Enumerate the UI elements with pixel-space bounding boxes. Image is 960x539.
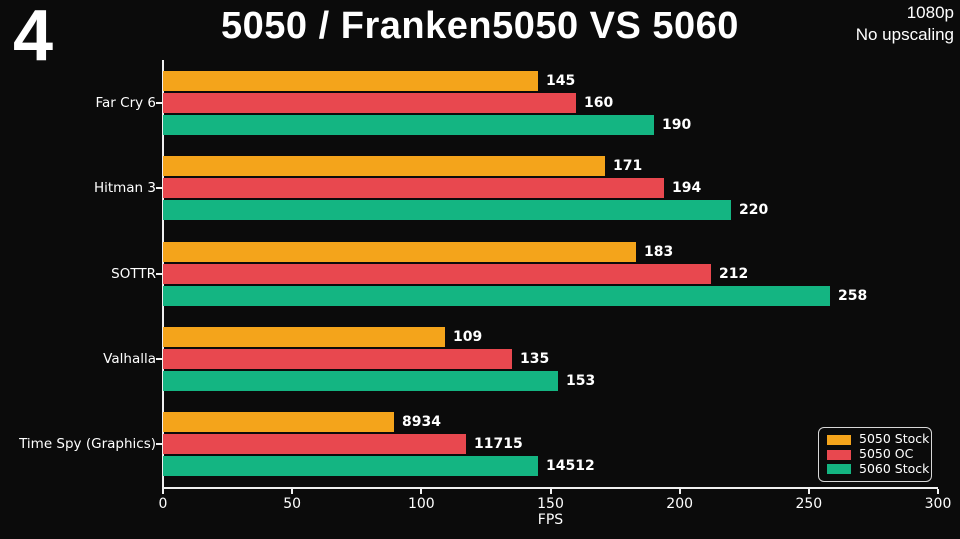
category-label-time-spy-graphics: Time Spy (Graphics) [19, 436, 156, 453]
legend-label-5050-oc: 5050 OC [859, 446, 914, 462]
bar-valhalla-5050-stock [163, 327, 445, 347]
bar-value-valhalla-5060-stock: 153 [566, 373, 596, 389]
x-tick-label-50: 50 [283, 496, 302, 512]
bar-value-far-cry-6-5050-stock: 145 [546, 73, 576, 89]
legend: 5050 Stock 5050 OC 5060 Stock [818, 427, 932, 482]
bar-far-cry-6-5050-stock [163, 71, 538, 91]
category-label-sottr: SOTTR [111, 265, 156, 282]
bar-value-hitman-3-5060-stock: 220 [739, 202, 769, 218]
x-axis-line [162, 487, 938, 489]
bar-value-valhalla-5050-oc: 135 [520, 351, 550, 367]
upscaling-label: No upscaling [855, 25, 954, 45]
resolution-label: 1080p [906, 3, 954, 22]
plot-area: 145 160 190 171 194 220 183 212 258 109 135 153 8934… [156, 60, 951, 512]
x-tick-150 [549, 489, 552, 494]
x-tick-0 [162, 489, 164, 494]
legend-item-5050-stock: 5050 Stock [827, 431, 930, 447]
bar-value-valhalla-5050-stock: 109 [453, 329, 483, 345]
legend-swatch-5060-stock [827, 464, 851, 475]
legend-swatch-5050-stock [827, 434, 851, 445]
x-tick-100 [420, 489, 423, 494]
bar-time-spy-graphics-5050-oc [163, 434, 466, 454]
x-tick-label-250: 250 [795, 496, 823, 512]
legend-swatch-5050-oc [827, 449, 851, 460]
x-tick-label-0: 0 [158, 496, 168, 512]
bar-value-sottr-5050-stock: 183 [644, 244, 674, 260]
x-tick-50 [291, 489, 294, 494]
x-tick-250 [807, 489, 810, 494]
category-label-far-cry-6: Far Cry 6 [95, 94, 157, 111]
y-tick-hitman-3 [156, 187, 162, 190]
bar-value-time-spy-graphics-5050-oc: 11715 [474, 436, 523, 452]
category-axis-labels: Far Cry 6 Hitman 3 SOTTR Valhalla Time Spy (… [0, 60, 156, 487]
bar-time-spy-graphics-5060-stock [163, 456, 538, 476]
y-tick-far-cry-6 [156, 101, 162, 104]
bar-sottr-5050-stock [163, 242, 636, 262]
bar-hitman-3-5050-stock [163, 156, 605, 176]
slide-number: 4 [13, 0, 54, 76]
legend-label-5050-stock: 5050 Stock [859, 431, 930, 447]
x-tick-label-200: 200 [666, 496, 694, 512]
bar-valhalla-5060-stock [163, 371, 558, 391]
legend-item-5050-oc: 5050 OC [827, 448, 927, 461]
bar-far-cry-6-5060-stock [163, 115, 654, 135]
y-tick-valhalla [156, 357, 162, 360]
x-tick-200 [678, 489, 681, 494]
x-tick-300 [937, 489, 939, 494]
x-tick-label-300: 300 [924, 496, 952, 512]
bar-value-far-cry-6-5060-stock: 190 [662, 117, 692, 133]
bar-valhalla-5050-oc [163, 349, 512, 369]
x-axis-title: FPS [537, 512, 564, 528]
bar-far-cry-6-5050-oc [163, 93, 576, 113]
y-tick-sottr [156, 272, 162, 275]
bar-value-hitman-3-5050-oc: 194 [672, 180, 702, 196]
bar-value-time-spy-graphics-5060-stock: 14512 [546, 458, 595, 474]
bar-hitman-3-5050-oc [163, 178, 664, 198]
bar-value-sottr-5060-stock: 258 [838, 288, 868, 304]
legend-item-5060-stock: 5060 Stock [827, 461, 930, 477]
test-settings: 1080p No upscaling [856, 2, 954, 46]
bar-sottr-5060-stock [163, 286, 830, 306]
legend-label-5060-stock: 5060 Stock [859, 461, 930, 477]
bar-time-spy-graphics-5050-stock [163, 412, 394, 432]
chart-title: 5050 / Franken5050 VS 5060 [221, 5, 739, 47]
bar-value-far-cry-6-5050-oc: 160 [584, 95, 614, 111]
y-tick-time-spy-graphics [156, 443, 162, 446]
category-label-hitman-3: Hitman 3 [93, 180, 156, 197]
x-tick-label-150: 150 [537, 496, 564, 512]
bar-hitman-3-5060-stock [163, 200, 731, 220]
x-tick-label-100: 100 [407, 496, 435, 512]
category-label-valhalla: Valhalla [103, 350, 156, 367]
bar-value-time-spy-graphics-5050-stock: 8934 [402, 414, 441, 430]
bar-sottr-5050-oc [163, 264, 711, 284]
bar-value-sottr-5050-oc: 212 [719, 266, 749, 282]
bar-value-hitman-3-5050-stock: 171 [613, 158, 643, 174]
